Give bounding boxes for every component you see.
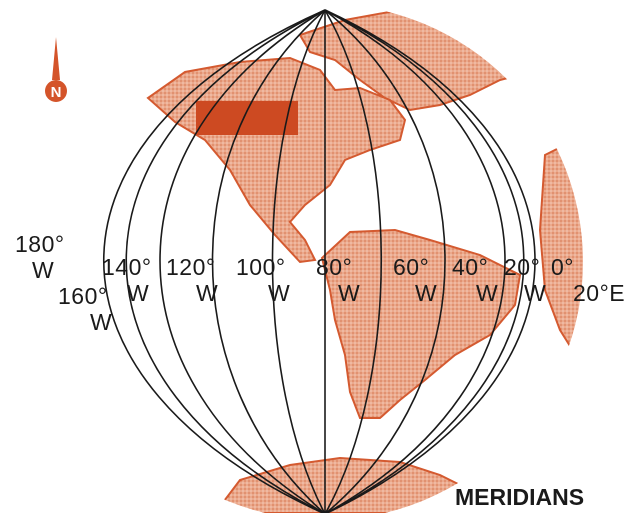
label-140-deg: 140° [102, 254, 152, 280]
label-100-deg: 100° [236, 254, 286, 280]
label-100-dir: W [268, 280, 290, 306]
label-20w-dir: W [524, 280, 546, 306]
meridian-160w [125, 9, 326, 513]
meridian-lines [102, 9, 536, 513]
label-40-deg: 40° [452, 254, 488, 280]
compass-icon: N [45, 37, 67, 102]
meridian-labels: 180° W 160° W 140° W 120° W 100° W 80° W… [15, 231, 625, 335]
label-80-deg: 80° [316, 254, 352, 280]
label-80-dir: W [338, 280, 360, 306]
canada-highlight [196, 101, 298, 135]
meridian-20e [324, 9, 536, 513]
label-40-dir: W [476, 280, 498, 306]
label-60-dir: W [415, 280, 437, 306]
label-20w-deg: 20° [504, 254, 540, 280]
label-180-deg: 180° [15, 231, 65, 257]
label-160-dir: W [90, 309, 112, 335]
label-60-deg: 60° [393, 254, 429, 280]
meridian-20w [324, 9, 506, 513]
meridian-60w [324, 9, 383, 513]
label-20e-deg: 20°E [573, 280, 625, 306]
label-160-deg: 160° [58, 283, 108, 309]
meridian-100w [271, 9, 326, 513]
label-140-dir: W [127, 280, 149, 306]
africa-edge [538, 128, 583, 372]
meridian-40w [324, 9, 446, 513]
meridian-0 [324, 9, 525, 513]
label-120-deg: 120° [166, 254, 216, 280]
label-180-dir: W [32, 257, 54, 283]
label-120-dir: W [196, 280, 218, 306]
meridian-180w [102, 9, 326, 513]
meridian-120w [211, 9, 326, 513]
meridian-140w [159, 9, 326, 513]
map-title: MERIDIANS [455, 484, 584, 510]
label-0-deg: 0° [551, 254, 574, 280]
compass-letter: N [51, 84, 62, 101]
